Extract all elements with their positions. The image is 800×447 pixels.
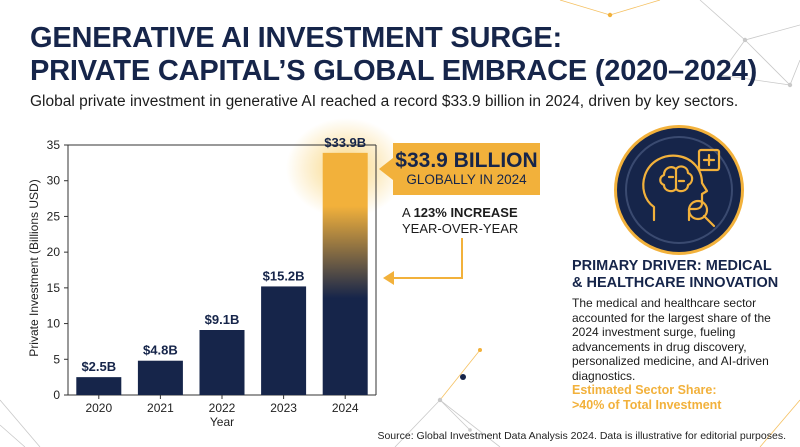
data-label-2021: $4.8B	[143, 343, 178, 358]
x-tick-label: 2022	[209, 401, 236, 415]
increase-prefix: A	[402, 205, 414, 220]
driver-title: PRIMARY DRIVER: MEDICAL & HEALTHCARE INN…	[572, 258, 787, 292]
x-tick-label: 2020	[85, 401, 112, 415]
y-axis: 0 5 10 15 20 25 30 35	[47, 138, 377, 402]
sector-share: Estimated Sector Share: >40% of Total In…	[572, 383, 787, 413]
y-tick-label: 0	[53, 388, 60, 402]
y-tick-label: 5	[53, 352, 60, 366]
data-label-2020: $2.5B	[81, 359, 116, 374]
page-subtitle: Global private investment in generative …	[30, 93, 739, 110]
bar-2020	[76, 377, 122, 395]
y-tick-label: 35	[47, 138, 61, 152]
head-brain-medical-icon	[642, 148, 721, 228]
y-tick-label: 20	[47, 245, 61, 259]
data-labels: $2.5B $4.8B $9.1B $15.2B $33.9B	[81, 135, 366, 374]
y-axis-title: Private Investment (Billions USD)	[27, 179, 41, 356]
data-label-2023: $15.2B	[263, 268, 305, 283]
callout-main-text: $33.9 BILLION	[395, 149, 538, 172]
callout-connector-line	[392, 238, 463, 279]
driver-title-line-2: & HEALTHCARE INNOVATION	[572, 275, 779, 291]
callout-pointer	[379, 158, 393, 180]
callout-sub-text: GLOBALLY IN 2024	[406, 172, 527, 187]
source-note: Source: Global Investment Data Analysis …	[377, 430, 786, 442]
y-tick-label: 30	[47, 174, 61, 188]
title-line-2: PRIVATE CAPITAL’S GLOBAL EMBRACE (2020–2…	[30, 55, 758, 87]
bar-2021	[137, 360, 183, 395]
bars	[76, 152, 368, 395]
sector-badge	[614, 125, 744, 255]
bar-2024	[322, 152, 368, 395]
driver-description: The medical and healthcare sector accoun…	[572, 296, 771, 383]
total-callout-box: $33.9 BILLION GLOBALLY IN 2024	[393, 143, 540, 195]
x-axis-title: Year	[210, 415, 234, 429]
bar-2022	[199, 330, 245, 395]
increase-note: A 123% INCREASE YEAR-OVER-YEAR	[402, 205, 552, 237]
increase-line-2: YEAR-OVER-YEAR	[402, 221, 519, 236]
callout-arrow-head	[383, 271, 394, 285]
y-tick-label: 10	[47, 317, 61, 331]
x-tick-label: 2021	[147, 401, 174, 415]
driver-title-line-1: PRIMARY DRIVER: MEDICAL	[572, 258, 772, 274]
x-tick-label: 2023	[270, 401, 297, 415]
increase-value: 123% INCREASE	[413, 205, 518, 220]
y-tick-label: 25	[47, 209, 61, 223]
title-line-1: GENERATIVE AI INVESTMENT SURGE:	[30, 22, 562, 54]
bar-2023	[261, 286, 307, 395]
data-label-2024: $33.9B	[324, 135, 366, 150]
page-title: GENERATIVE AI INVESTMENT SURGE: PRIVATE …	[30, 22, 758, 88]
sector-share-label: Estimated Sector Share:	[572, 383, 717, 397]
x-axis: 2020 2021 2022 2023 2024	[68, 394, 376, 415]
x-tick-label: 2024	[332, 401, 359, 415]
sector-share-value: >40% of Total Investment	[572, 398, 722, 412]
data-label-2022: $9.1B	[205, 312, 240, 327]
y-tick-label: 15	[47, 281, 61, 295]
